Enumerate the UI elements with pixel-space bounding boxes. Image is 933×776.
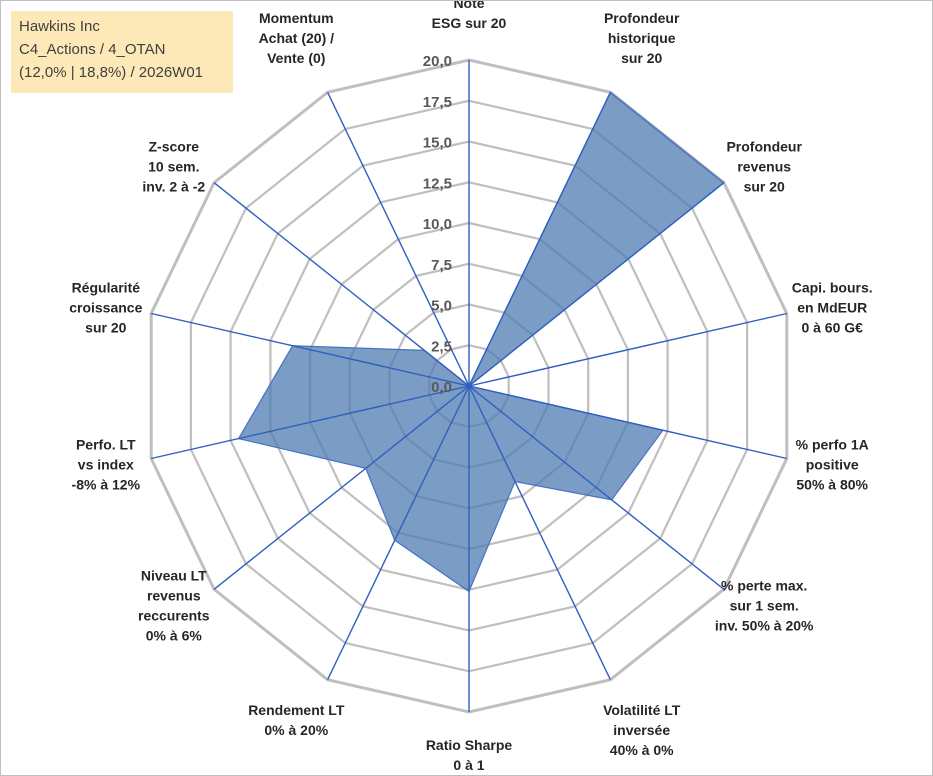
portfolio-category: C4_Actions / 4_OTAN	[19, 41, 166, 58]
axis-label: Momentum Achat (20) / Vente (0)	[259, 10, 335, 66]
axis-spoke	[468, 91, 612, 387]
radar-series	[237, 91, 725, 593]
axis-label: Ratio Sharpe 0 à 1	[426, 737, 513, 773]
axis-label: Note ESG sur 20	[432, 1, 507, 31]
axis-spoke	[326, 385, 470, 681]
tick-label: 12,5	[423, 175, 452, 192]
radar-tick-labels: 0,0 2,5 5,0 7,5 10,0 12,5 15,0 17,5 20,0	[423, 53, 452, 396]
axis-spoke	[468, 385, 725, 590]
axis-spoke	[151, 312, 470, 387]
tick-label: 5,0	[431, 298, 452, 315]
performance-week: (12,0% | 18,8%) / 2026W01	[19, 64, 203, 81]
tick-label: 15,0	[423, 135, 452, 152]
tick-label: 20,0	[423, 53, 452, 70]
tick-label: 7,5	[431, 257, 452, 274]
axis-spoke	[213, 182, 470, 387]
axis-label: Capi. bours. en MdEUR 0 à 60 G€	[792, 280, 873, 336]
axis-label: Niveau LT revenus reccurents 0% à 6%	[138, 568, 210, 644]
info-box: Hawkins Inc C4_Actions / 4_OTAN (12,0% |…	[11, 11, 233, 93]
axis-spoke	[326, 91, 470, 387]
radar-spokes	[151, 60, 787, 712]
axis-label: Profondeur revenus sur 20	[726, 139, 802, 195]
series-polygon	[237, 91, 725, 593]
axis-label: % perfo 1A positive 50% à 80%	[796, 436, 869, 492]
axis-spoke	[151, 385, 470, 460]
axis-label: Rendement LT 0% à 20%	[248, 702, 345, 738]
axis-label: Perfo. LT vs index -8% à 12%	[72, 436, 141, 492]
tick-label: 17,5	[423, 94, 452, 111]
axis-spoke	[468, 182, 725, 387]
axis-label: Z-score 10 sem. inv. 2 à -2	[142, 139, 205, 195]
axis-spoke	[468, 385, 612, 681]
axis-spoke	[213, 385, 470, 590]
radar-axis-labels: Note ESG sur 20 Profondeur historique sur 20…	[69, 1, 872, 773]
tick-label: 0,0	[431, 379, 452, 396]
axis-label: Profondeur historique sur 20	[604, 10, 680, 66]
axis-spoke	[468, 385, 787, 460]
axis-label: Volatilité LT inversée 40% à 0%	[603, 702, 681, 758]
axis-label: % perte max. sur 1 sem. inv. 50% à 20%	[715, 578, 814, 634]
axis-label: Régularité croissance sur 20	[69, 280, 142, 336]
axis-spoke	[468, 312, 787, 387]
tick-label: 10,0	[423, 216, 452, 233]
tick-label: 2,5	[431, 338, 452, 355]
company-name: Hawkins Inc	[19, 18, 100, 35]
